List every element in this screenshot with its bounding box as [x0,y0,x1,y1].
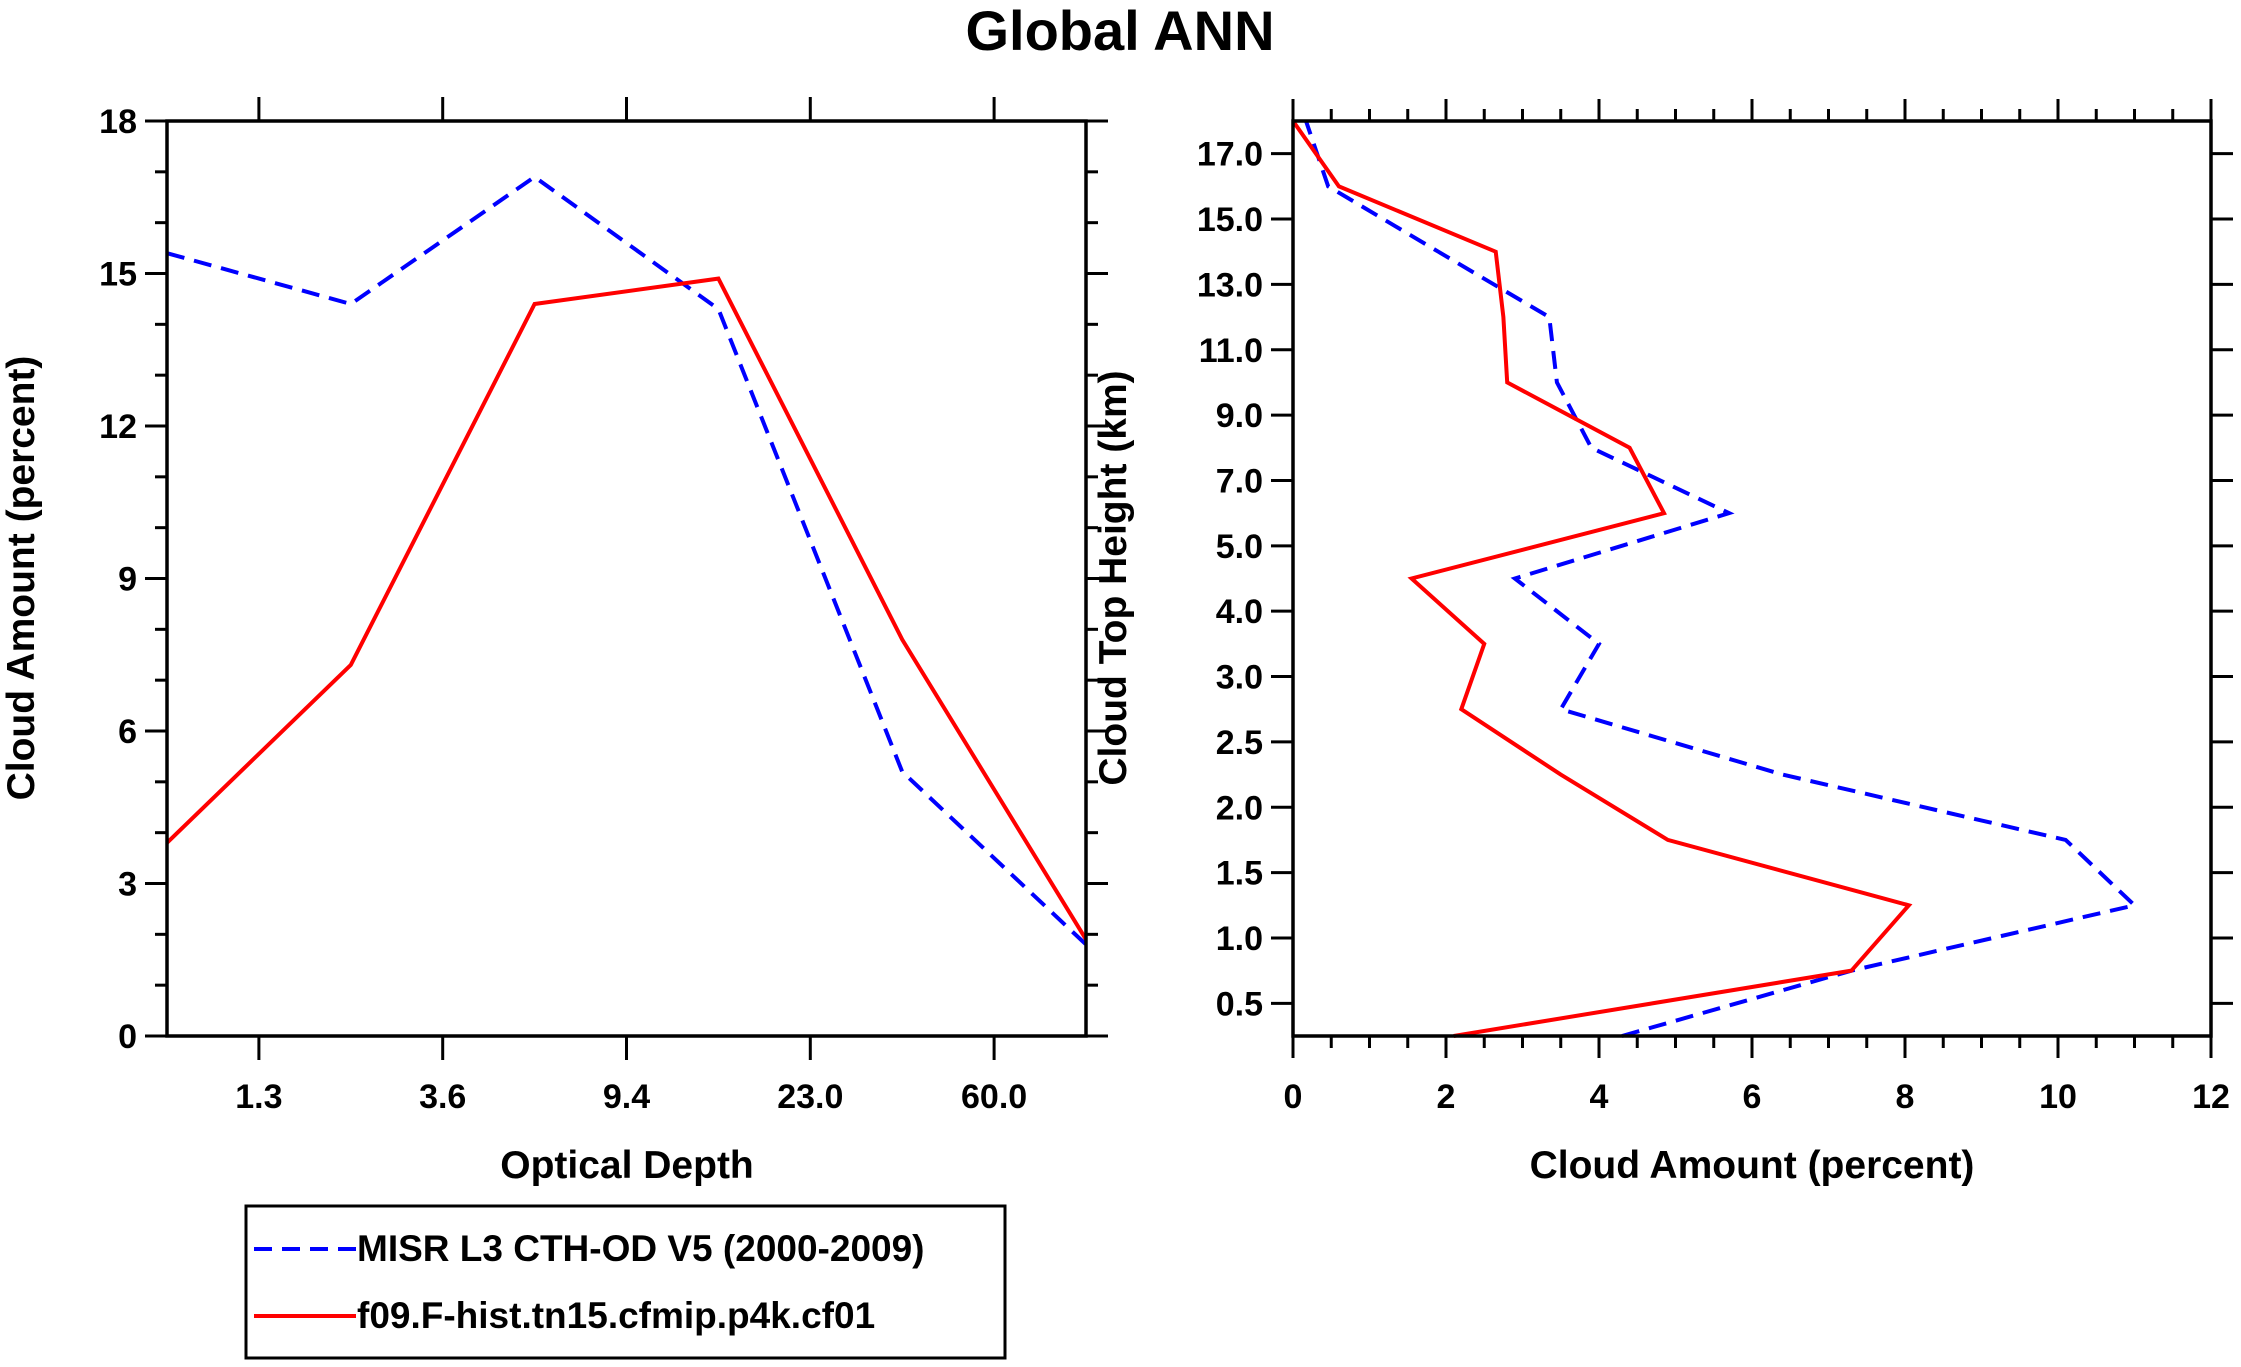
y-tick-label: 9.0 [1216,397,1263,435]
optical-depth-panel: Optical Depth Cloud Amount (percent) 0 3 6… [0,97,1108,1187]
y-tick-label: 1.5 [1216,855,1263,893]
x-tick-label: 12 [2192,1078,2230,1116]
y-tick-label: 7.0 [1216,462,1263,500]
right-y-axis-label: Cloud Top Height (km) [1092,370,1135,785]
obs-series-line [166,174,1088,946]
y-tick-label: 9 [118,561,137,599]
y-tick-label: 15 [99,256,137,294]
legend-box [244,1204,1007,1360]
y-tick-label: 4.0 [1216,593,1263,631]
legend-label-obs: MISR L3 CTH-OD V5 (2000-2009) [357,1228,925,1269]
left-x-axis-label: Optical Depth [500,1144,754,1187]
legend-label-model: f09.F-hist.tn15.cfmip.p4k.cf01 [357,1295,875,1336]
y-tick-label: 12 [99,408,137,446]
y-tick-label: 2.5 [1216,724,1263,762]
y-tick-label: 17.0 [1197,136,1263,174]
model-series-line [165,276,1088,941]
y-tick-label: 1.0 [1216,920,1263,958]
x-tick-label: 3.6 [419,1078,466,1116]
y-tick-label: 0.5 [1216,985,1263,1023]
y-tick-label: 5.0 [1216,528,1263,566]
x-tick-label: 23.0 [777,1078,843,1116]
y-tick-label: 13.0 [1197,266,1263,304]
x-tick-label: 9.4 [603,1078,650,1116]
y-tick-label: 15.0 [1197,201,1263,239]
x-tick-label: 60.0 [961,1078,1027,1116]
chart-title: Global ANN [965,0,1274,62]
right-x-axis-label: Cloud Amount (percent) [1530,1144,1975,1187]
obs-series-line [1304,120,2139,1038]
x-tick-label: 1.3 [235,1078,282,1116]
y-tick-label: 18 [99,103,137,141]
left-y-axis-label: Cloud Amount (percent) [0,356,43,801]
x-tick-label: 8 [1896,1078,1915,1116]
x-tick-label: 4 [1590,1078,1609,1116]
y-tick-label: 11.0 [1199,332,1263,370]
x-tick-label: 2 [1437,1078,1456,1116]
model-series-line [1291,119,1913,1038]
x-tick-label: 0 [1284,1078,1303,1116]
y-tick-label: 2.0 [1216,789,1263,827]
y-tick-label: 3.0 [1216,659,1263,697]
plot-frame [1291,119,2213,1038]
cloud-top-height-panel: Cloud Amount (percent) Cloud Top Height … [1092,99,2233,1187]
plot-frame [165,119,1088,1038]
x-tick-label: 10 [2039,1078,2077,1116]
x-tick-label: 6 [1743,1078,1762,1116]
y-tick-label: 6 [118,713,137,751]
y-tick-label: 0 [118,1018,137,1056]
legend: MISR L3 CTH-OD V5 (2000-2009) f09.F-hist… [244,1204,1007,1360]
y-tick-label: 3 [118,866,137,904]
